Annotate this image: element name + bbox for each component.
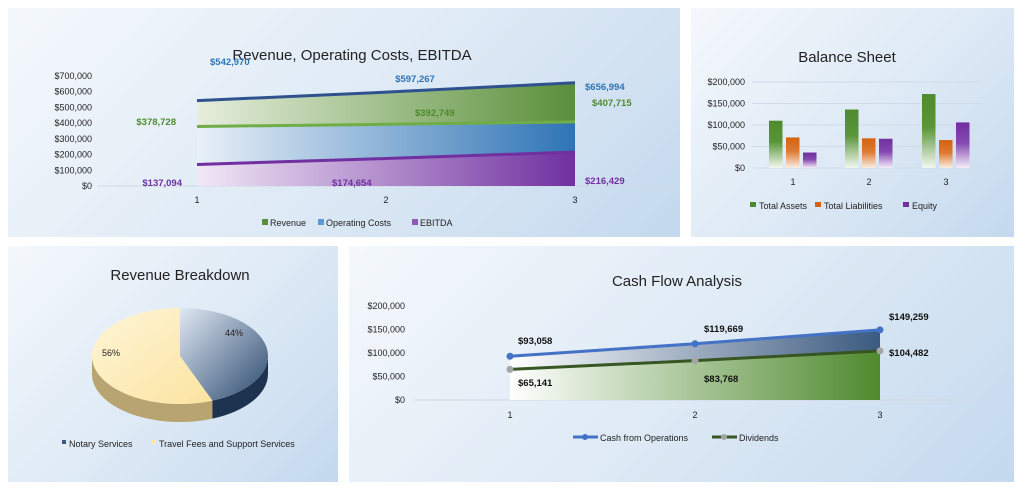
legend-label: Equity bbox=[912, 201, 938, 211]
y-tick-label: $500,000 bbox=[54, 102, 92, 112]
bar-equity bbox=[956, 122, 970, 168]
data-label: $65,141 bbox=[518, 378, 553, 389]
legend-label: Total Assets bbox=[759, 201, 808, 211]
legend-swatch bbox=[903, 202, 909, 207]
x-tick-label: 1 bbox=[790, 177, 795, 187]
data-point bbox=[691, 340, 699, 348]
data-point bbox=[506, 352, 514, 360]
y-tick-label: $200,000 bbox=[707, 77, 745, 87]
area-fill bbox=[510, 350, 880, 400]
bar-total-assets bbox=[845, 109, 859, 168]
data-label: $216,429 bbox=[585, 176, 625, 187]
legend-label: Travel Fees and Support Services bbox=[159, 439, 295, 449]
bar-total-assets bbox=[769, 120, 783, 168]
pie-side-notary bbox=[212, 356, 269, 419]
bar-equity bbox=[879, 138, 893, 168]
x-tick-label: 2 bbox=[866, 177, 871, 187]
data-label: 56% bbox=[102, 348, 120, 358]
legend-swatch bbox=[750, 202, 756, 207]
data-label: $656,994 bbox=[585, 82, 625, 93]
legend-label: Total Liabilities bbox=[824, 201, 883, 211]
chart-title: Cash Flow Analysis bbox=[612, 273, 742, 290]
x-tick-label: 1 bbox=[507, 410, 512, 420]
data-label: $149,259 bbox=[889, 312, 929, 323]
legend-label: Dividends bbox=[739, 433, 779, 443]
y-tick-label: $200,000 bbox=[54, 150, 92, 160]
x-tick-label: 3 bbox=[943, 177, 948, 187]
data-label: 44% bbox=[225, 328, 243, 338]
bar-total-assets bbox=[922, 94, 936, 168]
y-tick-label: $0 bbox=[82, 181, 92, 191]
data-label: $119,669 bbox=[704, 324, 743, 335]
y-tick-label: $100,000 bbox=[707, 120, 745, 130]
x-tick-label: 3 bbox=[877, 410, 882, 420]
x-tick-label: 2 bbox=[692, 410, 697, 420]
y-tick-label: $200,000 bbox=[367, 301, 405, 311]
bar-total-liabilities bbox=[939, 140, 953, 168]
legend-swatch bbox=[262, 219, 268, 225]
data-label: $542,970 bbox=[210, 57, 250, 68]
legend-marker bbox=[721, 434, 727, 440]
legend-label: Cash from Operations bbox=[600, 433, 689, 443]
data-point bbox=[876, 347, 884, 355]
y-tick-label: $300,000 bbox=[54, 134, 92, 144]
pie-side-travel bbox=[92, 356, 213, 423]
data-label: $93,058 bbox=[518, 336, 552, 347]
x-tick-label: 1 bbox=[194, 195, 199, 205]
chart-title: Balance Sheet bbox=[798, 49, 896, 66]
data-point bbox=[876, 326, 884, 334]
bar-equity bbox=[803, 152, 817, 168]
legend-label: EBITDA bbox=[420, 218, 453, 228]
x-tick-label: 3 bbox=[572, 195, 577, 205]
legend-swatch bbox=[62, 440, 66, 444]
series-line bbox=[196, 81, 576, 103]
area-ebitda bbox=[197, 151, 575, 186]
y-tick-label: $100,000 bbox=[367, 348, 405, 358]
data-label: $597,267 bbox=[395, 74, 435, 85]
y-tick-label: $0 bbox=[395, 395, 405, 405]
legend-label: Notary Services bbox=[69, 439, 133, 449]
legend-swatch bbox=[815, 202, 821, 207]
y-tick-label: $150,000 bbox=[707, 99, 745, 109]
chart-title: Revenue Breakdown bbox=[110, 267, 249, 284]
data-label: $407,715 bbox=[592, 98, 632, 109]
y-tick-label: $600,000 bbox=[54, 87, 92, 97]
data-label: $137,094 bbox=[142, 178, 182, 189]
pie-slice-notary bbox=[180, 308, 268, 401]
series-line bbox=[196, 150, 576, 166]
legend-swatch bbox=[152, 440, 156, 444]
data-label: $104,482 bbox=[889, 348, 929, 359]
y-tick-label: $150,000 bbox=[367, 325, 405, 335]
legend-label: Operating Costs bbox=[326, 218, 392, 228]
data-point bbox=[506, 365, 514, 373]
data-label: $83,768 bbox=[704, 374, 738, 385]
chart-title: Revenue, Operating Costs, EBITDA bbox=[232, 47, 471, 64]
series-line bbox=[196, 120, 576, 128]
y-tick-label: $700,000 bbox=[54, 71, 92, 81]
legend-label: Revenue bbox=[270, 218, 306, 228]
y-tick-label: $400,000 bbox=[54, 118, 92, 128]
legend-swatch bbox=[412, 219, 418, 225]
pie-slice-travel bbox=[91, 308, 213, 404]
data-label: $378,728 bbox=[136, 117, 176, 128]
bar-total-liabilities bbox=[862, 138, 876, 168]
x-tick-label: 2 bbox=[383, 195, 388, 205]
y-tick-label: $100,000 bbox=[54, 165, 92, 175]
data-label: $392,749 bbox=[415, 108, 455, 119]
legend-marker bbox=[582, 434, 588, 440]
data-label: $174,654 bbox=[332, 178, 372, 189]
y-tick-label: $50,000 bbox=[712, 142, 745, 152]
data-point bbox=[691, 357, 699, 365]
bar-total-liabilities bbox=[786, 137, 800, 168]
y-tick-label: $0 bbox=[735, 163, 745, 173]
y-tick-label: $50,000 bbox=[372, 372, 405, 382]
legend-swatch bbox=[318, 219, 324, 225]
